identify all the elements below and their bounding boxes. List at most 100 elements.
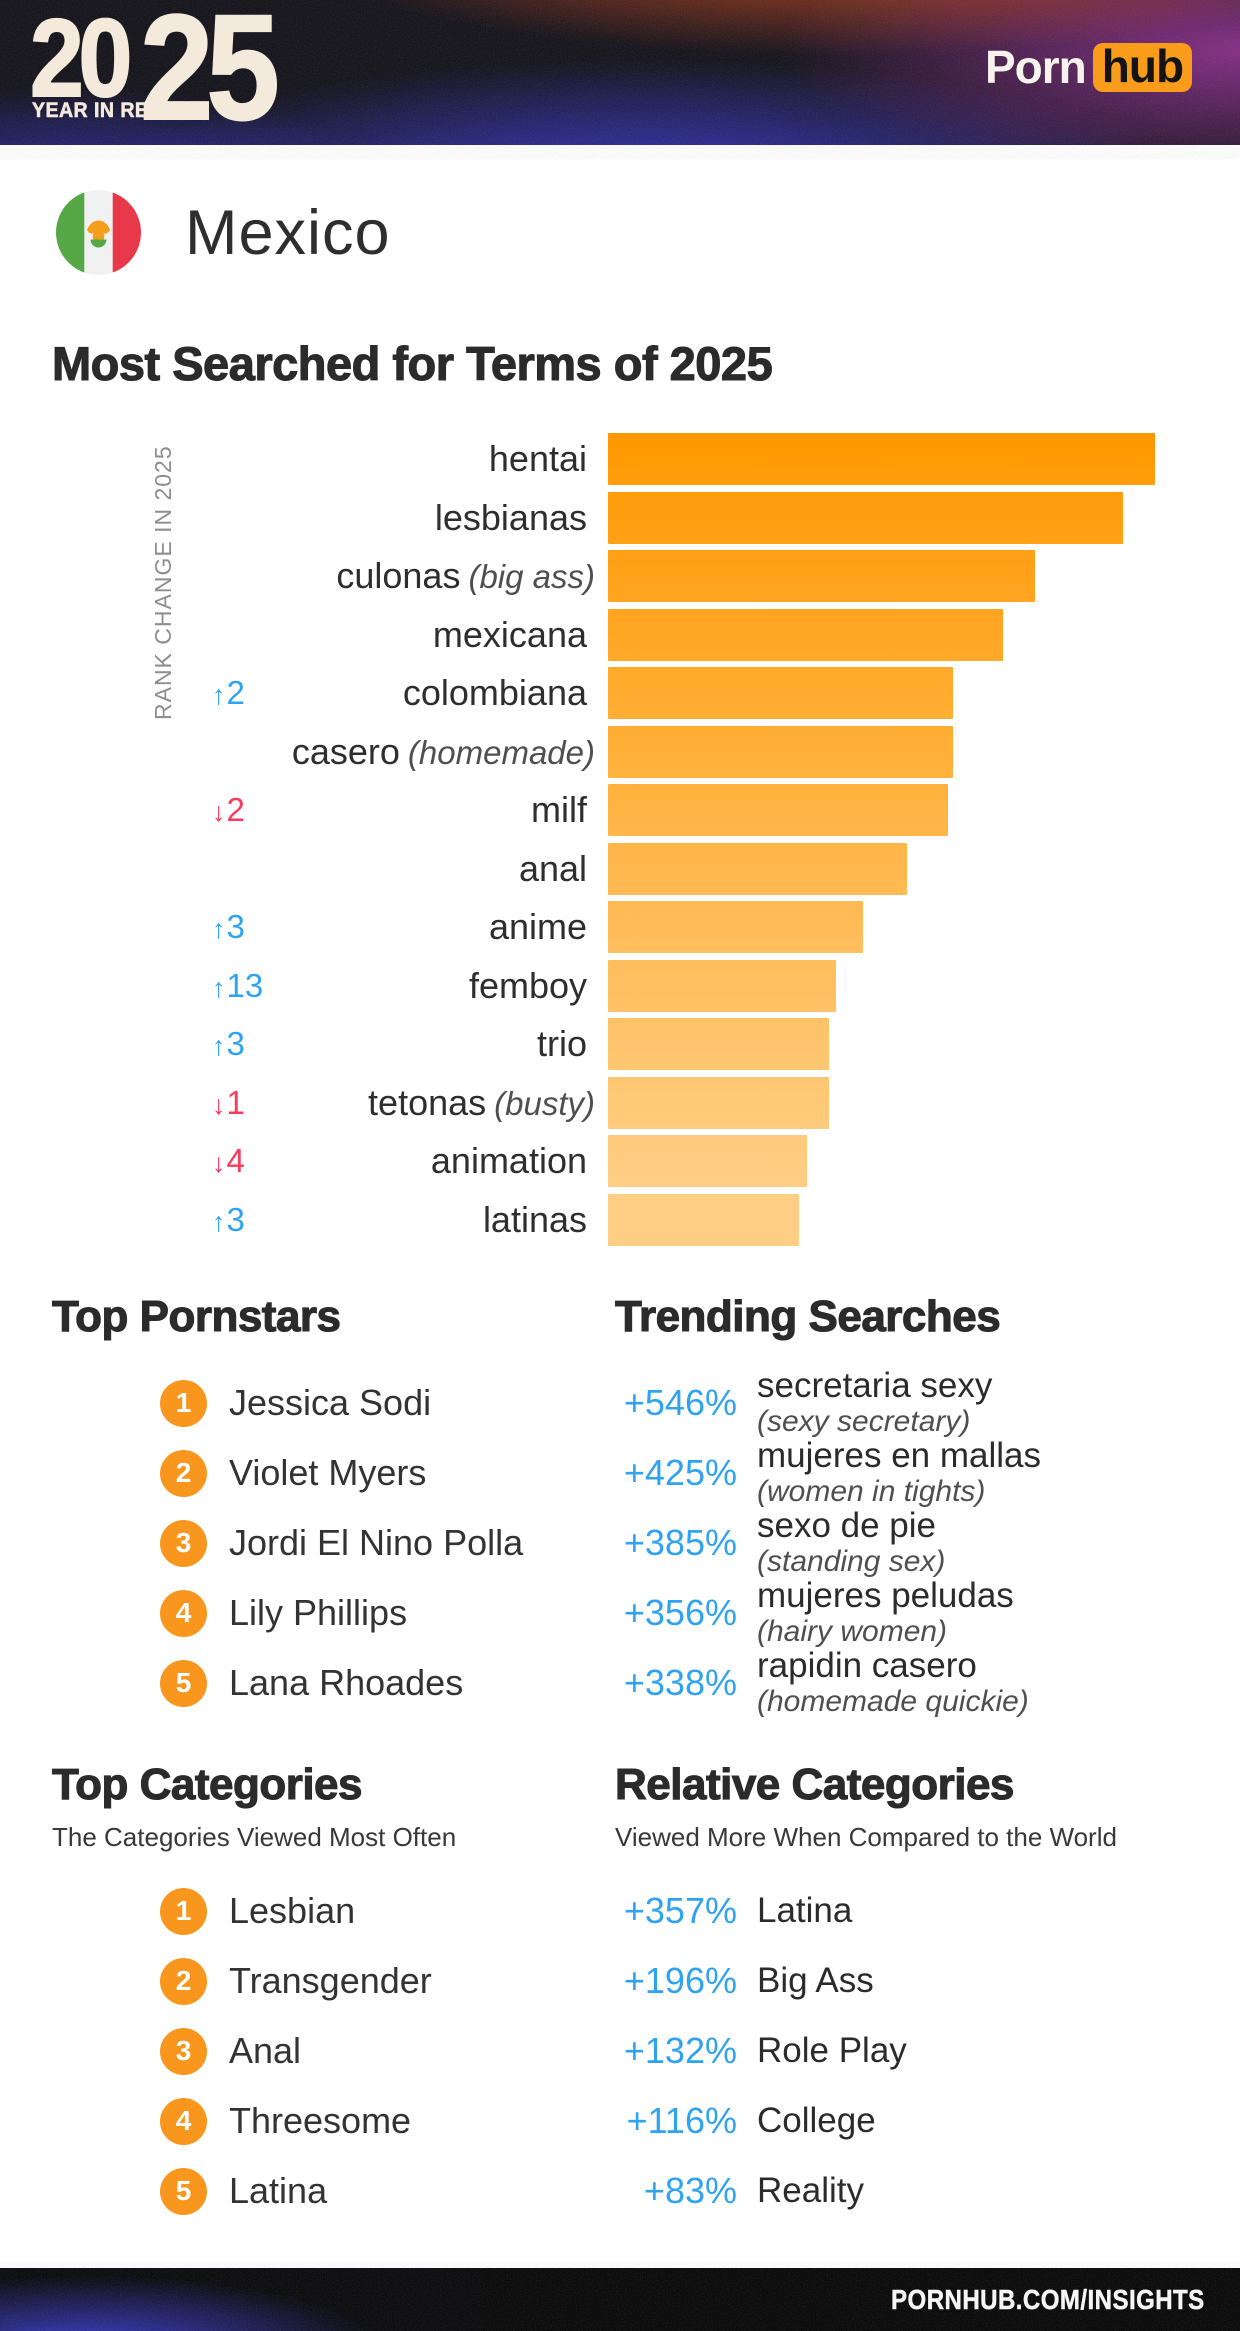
percent-value: +132% — [623, 2030, 737, 2071]
chart-row: ↑3 anime — [0, 898, 1240, 957]
rank-arrow-icon: ↑ — [212, 1031, 226, 1061]
percent-list-item: +357% Latina — [615, 1876, 1225, 1946]
year-logo-25: 25 — [139, 0, 281, 151]
header-banner: 20 25 YEAR IN REVIEW Porn hub — [0, 0, 1240, 145]
rank-number-badge: 2 — [160, 1957, 207, 2005]
search-term-bar — [608, 433, 1155, 485]
search-term-text: animation — [430, 1140, 587, 1181]
mexico-flag-icon — [56, 190, 141, 275]
chart-row: ↑13 femboy — [0, 957, 1240, 1016]
item-name: Role Play — [757, 2031, 907, 2071]
relative-categories-list: +357% Latina +196% Big Ass +132% Role Pl… — [615, 1876, 1225, 2226]
rank-arrow-icon: ↑ — [212, 972, 226, 1003]
search-term-label: milf — [0, 781, 595, 841]
percent-value: +425% — [623, 1452, 737, 1493]
chart-row: ↓4 animation — [0, 1132, 1240, 1191]
rank-number-badge: 5 — [160, 2167, 207, 2215]
ranked-list-item: 3 Anal — [52, 2016, 612, 2086]
top-categories-subtitle: The Categories Viewed Most Often — [52, 1822, 457, 1852]
trending-searches-list: +546% secretaria sexy (sexy secretary) +… — [615, 1368, 1225, 1718]
rank-change-amount: 3 — [226, 908, 245, 945]
rank-change-indicator: ↑3 — [212, 1015, 245, 1076]
ranked-list-item: 5 Lana Rhoades — [52, 1648, 612, 1718]
item-name: Lesbian — [229, 1890, 356, 1931]
search-term-text: colombiana — [402, 672, 587, 713]
item-name: Transgender — [229, 1960, 432, 2001]
item-name: Jordi El Nino Polla — [229, 1522, 524, 1563]
search-term-text: milf — [531, 789, 587, 830]
search-term-text: tetonas — [368, 1081, 487, 1123]
percent-value: +546% — [623, 1382, 737, 1423]
search-term-text: anime — [488, 906, 587, 947]
rank-number-badge: 1 — [160, 1887, 207, 1935]
search-term-label: colombiana — [0, 664, 595, 724]
search-term-bar — [608, 842, 908, 895]
top-pornstars-title: Top Pornstars — [51, 1291, 341, 1341]
item-translation: (standing sex) — [757, 1545, 946, 1579]
insights-url: PORNHUB.COM/INSIGHTS — [891, 2283, 1205, 2315]
search-term-label: lesbianas — [0, 489, 595, 549]
year-logo-20: 20 — [29, 0, 133, 120]
ranked-list-item: 4 Lily Phillips — [52, 1578, 612, 1648]
chart-row: ↓2 milf — [0, 781, 1240, 840]
rank-change-amount: 13 — [226, 966, 264, 1004]
year-in-review-tagline: YEAR IN REVIEW — [32, 99, 201, 123]
rank-change-indicator: ↓2 — [212, 781, 245, 842]
relative-categories-title: Relative Categories — [614, 1759, 1015, 1809]
ranked-list-item: 2 Violet Myers — [52, 1438, 612, 1508]
item-text: mujeres peludas (hairy women) — [757, 1578, 1014, 1647]
rank-number-badge: 1 — [160, 1379, 207, 1427]
percent-value: +338% — [623, 1662, 737, 1703]
top-categories-title: Top Categories — [51, 1759, 363, 1809]
search-term-text: culonas — [336, 555, 461, 596]
search-term-bar — [608, 1018, 829, 1070]
percent-value: +357% — [623, 1890, 737, 1931]
search-term-bar — [608, 1135, 808, 1187]
ranked-list-item: 3 Jordi El Nino Polla — [52, 1508, 612, 1578]
pornhub-logo: Porn hub — [985, 40, 1193, 94]
search-term-bar — [608, 491, 1124, 544]
search-term-translation: (homemade) — [407, 733, 595, 771]
pornhub-logo-porn: Porn — [985, 41, 1087, 93]
search-term-bar — [608, 725, 954, 778]
item-translation: (homemade quickie) — [757, 1685, 1029, 1719]
search-term-label: trio — [0, 1015, 595, 1075]
ranked-list-item: 4 Threesome — [52, 2086, 612, 2156]
search-term-label: femboy — [0, 957, 595, 1017]
search-term-label: hentai — [0, 430, 595, 490]
chart-row: lesbianas — [0, 489, 1240, 548]
rank-change-amount: 3 — [226, 1200, 245, 1238]
item-text: rapidin casero (homemade quickie) — [757, 1648, 1029, 1717]
top-pornstars-list: 1 Jessica Sodi 2 Violet Myers 3 Jordi El… — [52, 1368, 612, 1718]
pornhub-logo-hub: hub — [1092, 42, 1193, 92]
item-translation: (sexy secretary) — [757, 1405, 971, 1439]
item-name: Reality — [757, 2171, 864, 2211]
item-name: sexo de pie — [757, 1506, 937, 1546]
search-term-bar — [608, 1076, 829, 1129]
rank-arrow-icon: ↑ — [212, 914, 226, 944]
item-name: Latina — [229, 2170, 328, 2211]
search-term-text: lesbianas — [434, 496, 587, 538]
percent-list-item: +83% Reality — [615, 2156, 1225, 2226]
item-name: Threesome — [229, 2100, 412, 2141]
percent-value: +196% — [623, 1960, 737, 2001]
percent-value: +385% — [623, 1522, 737, 1563]
rank-change-amount: 2 — [226, 674, 245, 711]
chart-row: hentai — [0, 430, 1240, 489]
search-term-bar — [608, 550, 1036, 602]
percent-list-item: +132% Role Play — [615, 2016, 1225, 2086]
item-name: mujeres en mallas — [757, 1436, 1041, 1476]
rank-number-badge: 3 — [160, 2027, 207, 2075]
ranked-list-item: 1 Jessica Sodi — [52, 1368, 612, 1438]
page-title: Most Searched for Terms of 2025 — [51, 337, 773, 391]
ranked-list-item: 1 Lesbian — [52, 1876, 612, 1946]
percent-value: +116% — [626, 2100, 737, 2141]
rank-change-amount: 1 — [226, 1083, 245, 1121]
rank-change-indicator: ↑2 — [212, 664, 245, 725]
rank-number-badge: 4 — [160, 1589, 207, 1637]
relative-categories-subtitle: Viewed More When Compared to the World — [615, 1822, 1117, 1852]
search-term-bar — [608, 784, 949, 836]
search-term-translation: (big ass) — [468, 558, 595, 595]
item-name: College — [757, 2101, 876, 2141]
